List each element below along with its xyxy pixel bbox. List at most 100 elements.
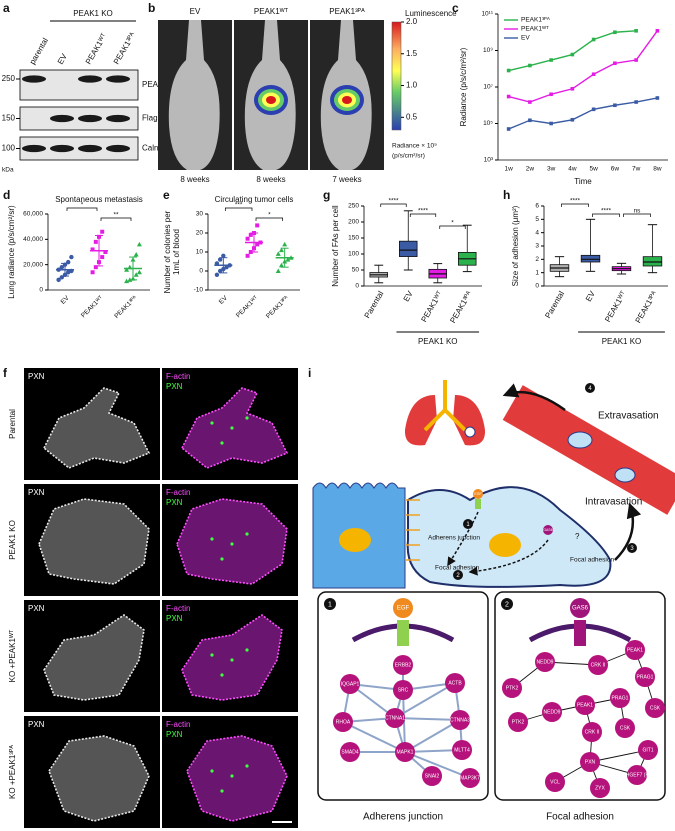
data-point (124, 278, 130, 284)
label: GAS6 (543, 528, 552, 532)
protein-label: ZYX (595, 785, 605, 791)
data-point (275, 251, 281, 256)
band (106, 114, 130, 123)
significance-label: *** (235, 202, 243, 209)
protein-node (452, 740, 472, 760)
step-badge (585, 383, 595, 393)
y-tick-label: 10⁷ (483, 84, 493, 91)
receptor (475, 499, 481, 509)
channel-label: PXN (166, 382, 183, 391)
data-point (133, 272, 139, 277)
significance-label: ** (113, 212, 119, 219)
ligand (473, 489, 483, 499)
data-point (655, 96, 660, 100)
data-point (255, 223, 260, 228)
panel-letter: i (308, 366, 311, 380)
y-axis-label: Size of adhesion (μm²) (511, 205, 520, 286)
y-tick-label: 50 (352, 267, 360, 274)
step-badge (324, 598, 336, 610)
trachea (423, 380, 467, 432)
protein-label: ARHGEF7 (PIX) (619, 772, 656, 778)
protein-node (535, 652, 555, 672)
y-axis-label: Number of colonies per (163, 210, 172, 293)
cell-stain (42, 387, 151, 469)
panel-letter: g (323, 188, 330, 202)
cell-stain (43, 614, 145, 701)
protein-label: CSK (650, 705, 661, 711)
luminescence-signal (342, 96, 352, 104)
significance-label: * (81, 202, 84, 209)
lane-label: EV (56, 52, 69, 66)
data-point (224, 265, 229, 270)
x-tick-label: PEAK1ᵂᵀ (419, 289, 444, 324)
chart-title: Spontaneous metastasis (55, 195, 143, 204)
row-label: KO +PEAK1³ᴾᴬ (8, 745, 17, 799)
x-tick-label: EV (60, 294, 72, 306)
y-tick-label: 0 (199, 268, 203, 275)
data-point (613, 103, 617, 108)
data-point (100, 229, 105, 234)
cell-stain (186, 735, 288, 822)
protein-node (385, 708, 405, 728)
lung (453, 395, 486, 446)
group-label: PEAK1ᵂᵀ (254, 7, 289, 16)
x-tick-label: PEAK1ᵂᵀ (603, 289, 628, 324)
pxn-spot (245, 764, 249, 768)
group-label: PEAK1³ᴾᴬ (329, 7, 365, 16)
data-point (124, 267, 130, 272)
significance-bracket (592, 213, 620, 217)
pxn-spot (230, 542, 234, 546)
colorbar-unit: (p/s/cm²/sr) (392, 153, 425, 160)
protein-label: PRAG1 (612, 695, 629, 701)
label: Focal adhesion (570, 557, 614, 564)
step-number: 2 (456, 573, 460, 579)
x-tick-label: EV (218, 294, 230, 306)
data-point (634, 100, 638, 104)
step-badge (501, 598, 513, 610)
label: Adherens junction (428, 535, 480, 542)
step-number: 3 (630, 546, 634, 552)
protein-node (582, 722, 602, 742)
protein-node (422, 766, 442, 786)
protein-label: RHOA (336, 719, 351, 725)
ligand (393, 598, 413, 618)
colorbar-tick-label: 1.0 (406, 81, 418, 90)
group-label: PEAK1 KO (602, 337, 642, 346)
step-arrow (614, 502, 642, 561)
lane-label: PEAK1³ᴾᴬ (112, 31, 138, 67)
y-tick-label: 40,000 (23, 236, 43, 243)
protein-label: PXN (585, 759, 596, 765)
lane-label: parental (28, 36, 50, 66)
x-tick-label: 2w (526, 166, 535, 173)
tumor-cell (614, 467, 636, 483)
data-point (549, 92, 553, 97)
data-point (214, 261, 220, 266)
data-point (278, 247, 284, 253)
protein-node (393, 680, 413, 700)
protein-node (508, 712, 528, 732)
significance-label: **** (418, 208, 429, 215)
protein-label: CTNNA1 (385, 715, 405, 721)
significance-label: **** (601, 208, 612, 215)
y-tick-label: 20 (196, 230, 204, 237)
x-tick-label: Parental (543, 289, 566, 319)
data-point (591, 107, 596, 112)
mouse (168, 20, 220, 170)
group-label: EV (190, 7, 201, 16)
protein-node (542, 702, 562, 722)
y-tick-label: 250 (348, 203, 359, 210)
data-point (217, 257, 223, 262)
band (50, 144, 74, 153)
mw-label: 150 (2, 114, 16, 123)
data-point (570, 52, 575, 57)
x-tick-label: 5w (589, 166, 598, 173)
y-tick-label: 2 (535, 256, 539, 263)
pxn-spot (220, 673, 224, 677)
protein-label: MLTT4 (454, 747, 470, 753)
pxn-spot (220, 557, 224, 561)
ligand (543, 525, 553, 535)
interaction (342, 721, 406, 753)
data-point (136, 269, 142, 275)
data-point (506, 68, 511, 73)
channel-label: F-actin (166, 604, 190, 613)
